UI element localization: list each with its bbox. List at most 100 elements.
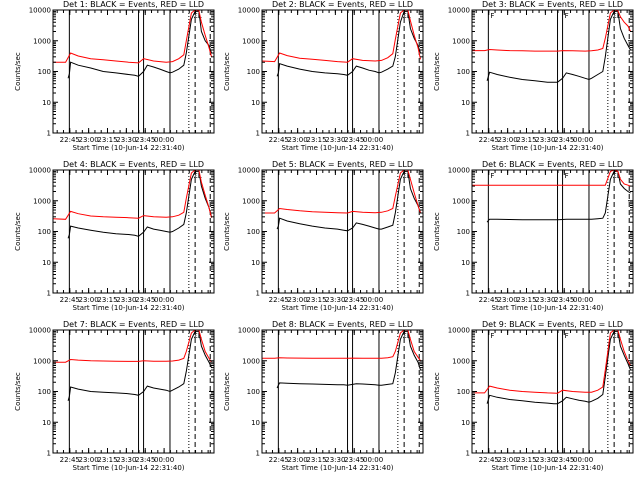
detector-panel-1: Det 1: BLACK = Events, RED = LLD ΣL 1 10 100…: [14, 0, 215, 152]
x-tick-label: 23:00: [79, 136, 99, 144]
y-tick-label: 10000: [238, 7, 260, 15]
lld-series-line: [472, 330, 631, 394]
x-tick-label: 23:30: [325, 456, 345, 464]
panel-title: Det 6: BLACK = Events, RED = LLD: [482, 160, 623, 169]
y-tick-label: 1000: [452, 357, 470, 365]
y-tick-label: 10000: [448, 167, 470, 175]
x-tick-label: 00:00: [154, 296, 174, 304]
marker-label: ΣL: [193, 172, 201, 180]
y-axis-label: Counts/sec: [14, 212, 22, 251]
x-tick-label: 23:15: [97, 136, 117, 144]
marker-label: F: [565, 172, 569, 180]
x-tick-label: 23:30: [535, 296, 555, 304]
events-series-line: [276, 10, 421, 77]
x-axis-label: Start Time (10-Jun-14 22:31:40): [492, 304, 604, 312]
y-tick-label: 100: [247, 228, 260, 236]
y-tick-label: 1: [47, 130, 51, 138]
x-tick-label: 00:00: [573, 136, 593, 144]
x-tick-label: 23:00: [498, 456, 518, 464]
marker-label: ΣL: [612, 172, 620, 180]
marker-label: ΣL: [193, 332, 201, 340]
x-tick-label: 23:15: [306, 456, 326, 464]
lld-series-line: [53, 330, 212, 363]
x-axis-label: Start Time (10-Jun-14 22:31:40): [73, 464, 185, 472]
lld-series-line: [262, 10, 421, 63]
detector-panel-8: Det 8: BLACK = Events, RED = LLD ΣL 1 10 100…: [223, 320, 424, 472]
x-tick-label: 23:30: [535, 456, 555, 464]
x-tick-label: 23:45: [554, 296, 574, 304]
y-tick-label: 1000: [33, 357, 51, 365]
x-axis-label: Start Time (10-Jun-14 22:31:40): [492, 144, 604, 152]
lld-series-line: [53, 10, 212, 64]
x-tick-label: 00:00: [363, 456, 383, 464]
x-tick-label: 23:15: [306, 136, 326, 144]
y-tick-label: 1000: [33, 37, 51, 45]
marker-label: F: [565, 12, 569, 20]
marker-label: ΣL: [402, 172, 410, 180]
x-tick-label: 23:30: [116, 136, 136, 144]
x-tick-label: 23:15: [516, 456, 536, 464]
y-axis-label: Counts/sec: [14, 52, 22, 91]
y-tick-label: 10: [42, 259, 51, 267]
lld-series-line: [53, 170, 212, 220]
x-tick-label: 00:00: [573, 296, 593, 304]
y-axis-label: Counts/sec: [433, 372, 441, 411]
panel-title: Det 2: BLACK = Events, RED = LLD: [272, 0, 413, 9]
x-tick-label: 23:00: [288, 296, 308, 304]
y-axis-label: Counts/sec: [223, 372, 231, 411]
x-tick-label: 22:45: [479, 296, 499, 304]
x-axis-label: Start Time (10-Jun-14 22:31:40): [282, 304, 394, 312]
x-tick-label: 00:00: [573, 456, 593, 464]
x-axis-label: Start Time (10-Jun-14 22:31:40): [492, 464, 604, 472]
x-axis-label: Start Time (10-Jun-14 22:31:40): [73, 304, 185, 312]
y-tick-label: 100: [247, 388, 260, 396]
y-axis-label: Counts/sec: [433, 52, 441, 91]
marker-label: ΣL: [193, 12, 201, 20]
lld-series-line: [262, 330, 421, 362]
y-tick-label: 10000: [29, 167, 51, 175]
y-tick-label: 100: [457, 388, 470, 396]
y-tick-label: 1000: [33, 197, 51, 205]
x-tick-label: 23:30: [535, 136, 555, 144]
y-tick-label: 1: [466, 290, 470, 298]
x-axis-label: Start Time (10-Jun-14 22:31:40): [282, 144, 394, 152]
x-tick-label: 23:00: [498, 296, 518, 304]
y-tick-label: 100: [38, 388, 51, 396]
y-tick-label: 100: [247, 68, 260, 76]
x-tick-label: 23:45: [135, 296, 155, 304]
x-tick-label: 23:45: [344, 296, 364, 304]
x-tick-label: 22:45: [479, 456, 499, 464]
y-tick-label: 1000: [242, 197, 260, 205]
panel-title: Det 1: BLACK = Events, RED = LLD: [63, 0, 204, 9]
lld-series-line: [262, 170, 421, 214]
x-tick-label: 23:15: [306, 296, 326, 304]
y-tick-label: 10: [251, 99, 260, 107]
x-tick-label: 23:30: [116, 456, 136, 464]
detector-panel-2: Det 2: BLACK = Events, RED = LLD ΣL 1 10 100…: [223, 0, 424, 152]
y-tick-label: 10: [42, 99, 51, 107]
y-axis-label: Counts/sec: [433, 212, 441, 251]
events-series-line: [276, 170, 421, 232]
panel-title: Det 3: BLACK = Events, RED = LLD: [482, 0, 623, 9]
detector-panel-7: Det 7: BLACK = Events, RED = LLD ΣL 1 10 100…: [14, 320, 215, 472]
x-tick-label: 23:00: [288, 136, 308, 144]
x-tick-label: 23:00: [288, 456, 308, 464]
x-tick-label: 00:00: [154, 136, 174, 144]
y-axis-label: Counts/sec: [14, 372, 22, 411]
x-tick-label: 23:45: [344, 136, 364, 144]
plot-frame: [261, 9, 424, 134]
marker-label: F: [490, 12, 494, 20]
marker-label: ΣL: [612, 12, 620, 20]
x-tick-label: 23:00: [498, 136, 518, 144]
y-axis-label: Counts/sec: [223, 212, 231, 251]
x-tick-label: 23:15: [97, 456, 117, 464]
x-tick-label: 22:45: [60, 136, 80, 144]
x-axis-label: Start Time (10-Jun-14 22:31:40): [73, 144, 185, 152]
x-tick-label: 22:45: [60, 296, 80, 304]
marker-label: ΣL: [402, 12, 410, 20]
x-tick-label: 22:45: [269, 456, 289, 464]
x-axis-label: Start Time (10-Jun-14 22:31:40): [282, 464, 394, 472]
y-tick-label: 10000: [238, 167, 260, 175]
events-series-line: [486, 10, 631, 83]
